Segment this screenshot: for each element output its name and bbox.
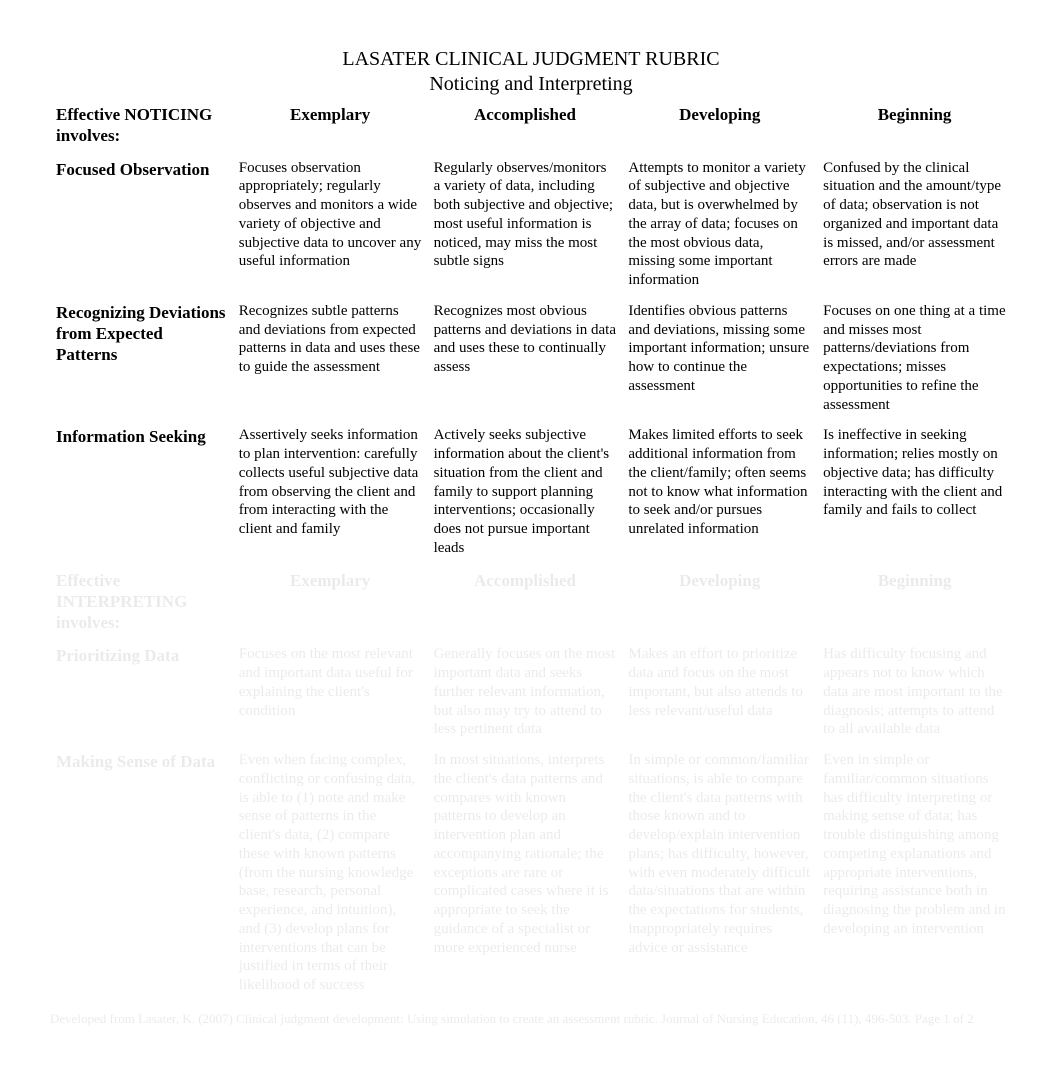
cell: Has difficulty focusing and appears not … bbox=[817, 643, 1012, 749]
cell: Actively seeks subjective information ab… bbox=[428, 424, 623, 567]
table-row: Making Sense of Data Even when facing co… bbox=[50, 749, 1012, 1005]
table-row: Information Seeking Assertively seeks in… bbox=[50, 424, 1012, 567]
cell: Recognizes subtle patterns and deviation… bbox=[233, 300, 428, 425]
table-header-row: Effective INTERPRETING involves: Exempla… bbox=[50, 568, 1012, 644]
col-accomplished: Accomplished bbox=[428, 102, 623, 157]
col-accomplished: Accomplished bbox=[428, 568, 623, 644]
table-row: Focused Observation Focuses observation … bbox=[50, 157, 1012, 300]
cell: Regularly observes/monitors a variety of… bbox=[428, 157, 623, 300]
cell: Identifies obvious patterns and deviatio… bbox=[622, 300, 817, 425]
col-developing: Developing bbox=[622, 568, 817, 644]
cell: Is ineffective in seeking information; r… bbox=[817, 424, 1012, 567]
cell: In simple or common/familiar situations,… bbox=[622, 749, 817, 1005]
cell: Even in simple or familiar/common situat… bbox=[817, 749, 1012, 1005]
cell: Focuses on the most relevant and importa… bbox=[233, 643, 428, 749]
row-label: Making Sense of Data bbox=[50, 749, 233, 1005]
cell: Focuses on one thing at a time and misse… bbox=[817, 300, 1012, 425]
col-beginning: Beginning bbox=[817, 568, 1012, 644]
table-row: Recognizing Deviations from Expected Pat… bbox=[50, 300, 1012, 425]
page-title: LASATER CLINICAL JUDGMENT RUBRIC bbox=[50, 48, 1012, 71]
table-header-row: Effective NOTICING involves: Exemplary A… bbox=[50, 102, 1012, 157]
col-exemplary: Exemplary bbox=[233, 102, 428, 157]
row-label: Recognizing Deviations from Expected Pat… bbox=[50, 300, 233, 425]
page-subtitle: Noticing and Interpreting bbox=[50, 73, 1012, 96]
row-label: Prioritizing Data bbox=[50, 643, 233, 749]
interpreting-table: Effective INTERPRETING involves: Exempla… bbox=[50, 568, 1012, 1005]
cell: Generally focuses on the most important … bbox=[428, 643, 623, 749]
col-beginning: Beginning bbox=[817, 102, 1012, 157]
row-header-noticing: Effective NOTICING involves: bbox=[50, 102, 233, 157]
cell: Confused by the clinical situation and t… bbox=[817, 157, 1012, 300]
cell: Makes an effort to prioritize data and f… bbox=[622, 643, 817, 749]
table-row: Prioritizing Data Focuses on the most re… bbox=[50, 643, 1012, 749]
row-header-interpreting: Effective INTERPRETING involves: bbox=[50, 568, 233, 644]
cell: Focuses observation appropriately; regul… bbox=[233, 157, 428, 300]
row-label: Focused Observation bbox=[50, 157, 233, 300]
footer-citation: Developed from Lasater, K. (2007) Clinic… bbox=[50, 1011, 1012, 1027]
col-developing: Developing bbox=[622, 102, 817, 157]
noticing-table: Effective NOTICING involves: Exemplary A… bbox=[50, 102, 1012, 568]
cell: In most situations, interprets the clien… bbox=[428, 749, 623, 1005]
col-exemplary: Exemplary bbox=[233, 568, 428, 644]
row-label: Information Seeking bbox=[50, 424, 233, 567]
cell: Attempts to monitor a variety of subject… bbox=[622, 157, 817, 300]
cell: Makes limited efforts to seek additional… bbox=[622, 424, 817, 567]
cell: Even when facing complex, conflicting or… bbox=[233, 749, 428, 1005]
cell: Recognizes most obvious patterns and dev… bbox=[428, 300, 623, 425]
cell: Assertively seeks information to plan in… bbox=[233, 424, 428, 567]
